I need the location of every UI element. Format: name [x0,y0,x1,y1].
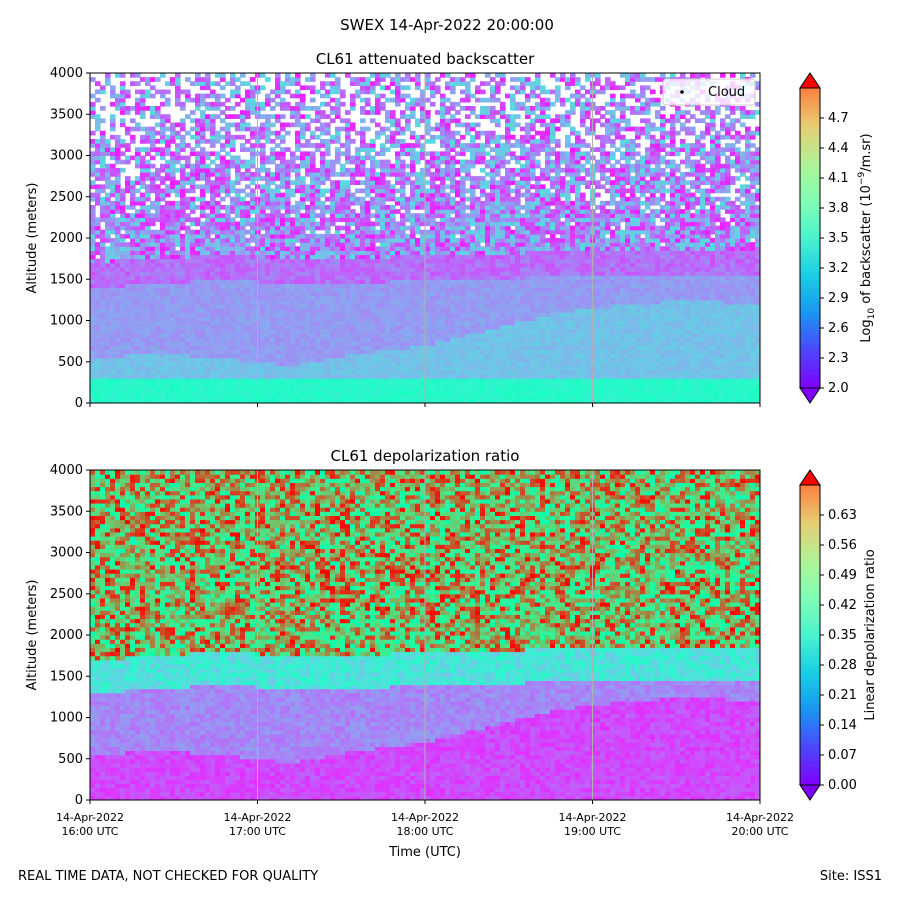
legend-cloud-label: Cloud [708,85,745,100]
colorbar-tick-label: 0.14 [828,718,857,733]
y-tick-label: 3000 [50,546,83,561]
y-tick-label: 2500 [50,587,83,602]
colorbar-tick-label: 0.00 [828,778,857,793]
depolarization-title: CL61 depolarization ratio [331,447,520,465]
y-tick-label: 1000 [50,711,83,726]
colorbar-tick-label: 2.3 [828,351,849,366]
x-axis-label: Time (UTC) [388,845,461,860]
y-tick-label: 3000 [50,149,83,164]
x-tick-date-label: 14-Apr-2022 [223,811,291,824]
colorbar-tick-label: 4.1 [828,171,849,186]
cloud-legend: Cloud [662,78,756,106]
colorbar-tick-label: 0.35 [828,628,857,643]
x-tick-date-label: 14-Apr-2022 [726,811,794,824]
y-tick-label: 0 [75,396,83,411]
x-tick-time-label: 17:00 UTC [229,825,286,838]
backscatter-gridlines [257,73,593,403]
backscatter-colorbar-label: Log10 of backscatter (10−9/m.sr) [857,133,877,342]
colorbar-tick-label: 0.28 [828,658,857,673]
backscatter-heatmap [90,73,760,403]
cloud-marker-icon [680,90,684,94]
y-tick-label: 4000 [50,66,83,81]
x-tick-time-label: 19:00 UTC [564,825,621,838]
colorbar-extend-max-icon [799,469,821,486]
x-tick-time-label: 18:00 UTC [396,825,453,838]
backscatter-panel: CL61 attenuated backscatter 0 500 1000 1500… [25,50,877,411]
colorbar-gradient [799,87,821,389]
x-tick-date-label: 14-Apr-2022 [391,811,459,824]
y-tick-label: 3500 [50,504,83,519]
y-tick-label: 3500 [50,107,83,122]
y-tick-label: 4000 [50,463,83,478]
y-tick-label: 1500 [50,669,83,684]
depolarization-heatmap [90,470,760,800]
colorbar-extend-min-icon [799,784,821,801]
y-tick-label: 2000 [50,628,83,643]
colorbar-tick-label: 0.42 [828,598,857,613]
backscatter-y-label: Altitude (meters) [25,183,40,294]
colorbar-tick-label: 2.9 [828,291,849,306]
y-tick-label: 0 [75,793,83,808]
depolarization-y-ticks: 0 500 1000 1500 2000 2500 3000 3500 4000 [50,463,90,808]
depolarization-gridlines [257,470,593,800]
colorbar-tick-label: 2.0 [828,381,849,396]
colorbar-tick-label: 0.56 [828,538,857,553]
y-tick-label: 1500 [50,272,83,287]
depolarization-colorbar: 0.00 0.07 0.14 0.21 0.28 0.35 0.42 0.49 0.56 0.63 [799,469,857,801]
colorbar-tick-label: 4.4 [828,141,849,156]
depolarization-y-label: Altitude (meters) [25,580,40,691]
y-tick-label: 2000 [50,231,83,246]
backscatter-y-ticks: 0 500 1000 1500 2000 2500 3000 3500 4000 [50,66,90,411]
colorbar-extend-min-icon [799,387,821,404]
x-tick-time-label: 20:00 UTC [731,825,788,838]
y-tick-label: 1000 [50,314,83,329]
backscatter-x-ticks [89,403,761,407]
backscatter-title: CL61 attenuated backscatter [316,50,535,68]
colorbar-tick-label: 0.21 [828,688,857,703]
site-label: Site: ISS1 [819,869,882,884]
x-tick-time-label: 16:00 UTC [61,825,118,838]
depolarization-panel: CL61 depolarization ratio 0 500 1000 1500 20… [25,447,878,838]
colorbar-tick-label: 0.49 [828,568,857,583]
colorbar-tick-label: 4.7 [828,111,849,126]
quality-disclaimer: REAL TIME DATA, NOT CHECKED FOR QUALITY [18,869,319,884]
backscatter-colorbar: 2.0 2.3 2.6 2.9 3.2 3.5 3.8 4.1 4.4 4.7 [799,72,849,404]
x-tick-date-label: 14-Apr-2022 [56,811,124,824]
depolarization-colorbar-label: Linear depolarization ratio [863,549,878,720]
colorbar-gradient [799,484,821,786]
colorbar-tick-label: 3.5 [828,231,849,246]
colorbar-extend-max-icon [799,72,821,89]
y-tick-label: 2500 [50,190,83,205]
legend-box [662,78,756,106]
x-tick-date-label: 14-Apr-2022 [558,811,626,824]
colorbar-tick-label: 3.8 [828,201,849,216]
colorbar-tick-label: 0.63 [828,508,857,523]
y-tick-label: 500 [58,355,83,370]
colorbar-tick-label: 0.07 [828,748,857,763]
colorbar-tick-label: 2.6 [828,321,849,336]
colorbar-tick-label: 3.2 [828,261,849,276]
y-tick-label: 500 [58,752,83,767]
figure-title: SWEX 14-Apr-2022 20:00:00 [340,16,554,34]
